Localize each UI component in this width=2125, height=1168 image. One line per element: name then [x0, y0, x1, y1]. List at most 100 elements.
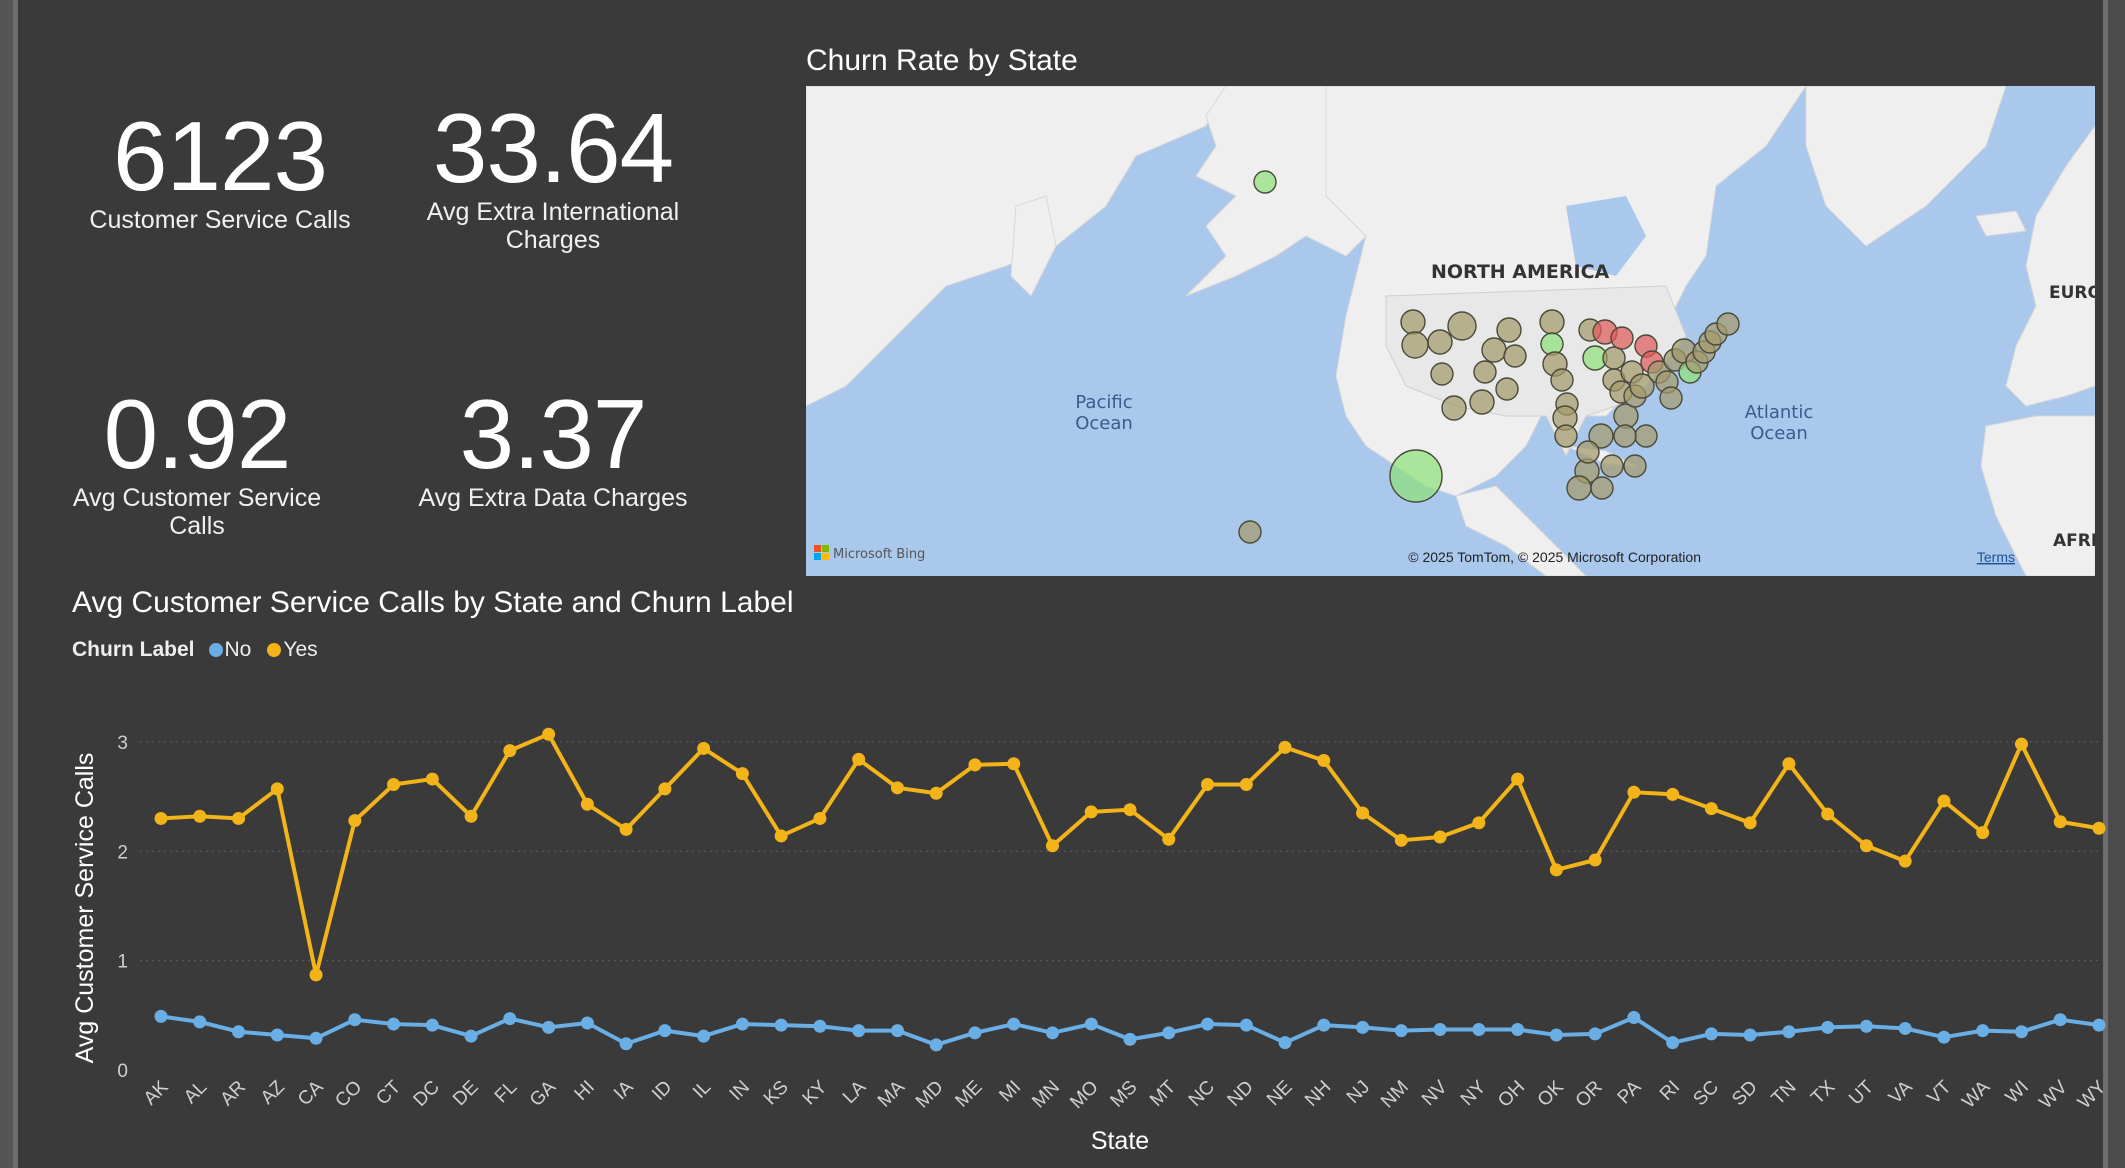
state-bubble[interactable] — [1602, 346, 1626, 370]
data-point-no[interactable] — [1859, 1019, 1873, 1033]
data-point-yes[interactable] — [813, 811, 827, 825]
data-point-yes[interactable] — [387, 778, 401, 792]
state-bubble[interactable] — [1623, 454, 1647, 478]
data-point-no[interactable] — [1743, 1028, 1757, 1042]
data-point-no[interactable] — [2014, 1025, 2028, 1039]
state-bubble[interactable] — [1576, 440, 1600, 464]
data-point-yes[interactable] — [929, 786, 943, 800]
data-point-no[interactable] — [580, 1016, 594, 1030]
churn-map[interactable]: NORTH AMERICA Pacific Ocean Atlantic Oce… — [806, 86, 2095, 576]
data-point-no[interactable] — [1317, 1018, 1331, 1032]
data-point-yes[interactable] — [1278, 740, 1292, 754]
data-point-no[interactable] — [1123, 1032, 1137, 1046]
state-bubble[interactable] — [1427, 329, 1453, 355]
data-point-no[interactable] — [1356, 1020, 1370, 1034]
legend-item-yes[interactable]: Yes — [267, 638, 318, 662]
data-point-yes[interactable] — [1394, 833, 1408, 847]
state-bubble[interactable] — [1629, 373, 1655, 399]
data-point-yes[interactable] — [1239, 778, 1253, 792]
state-bubble[interactable] — [1253, 170, 1277, 194]
data-point-no[interactable] — [1627, 1011, 1641, 1024]
state-bubble[interactable] — [1401, 331, 1429, 359]
data-point-yes[interactable] — [1666, 787, 1680, 801]
state-bubble[interactable] — [1600, 454, 1624, 478]
data-point-yes[interactable] — [1201, 778, 1215, 792]
state-bubble[interactable] — [1566, 475, 1592, 501]
state-bubble[interactable] — [1613, 424, 1637, 448]
data-point-no[interactable] — [2053, 1013, 2067, 1027]
data-point-no[interactable] — [387, 1017, 401, 1031]
data-point-yes[interactable] — [697, 741, 711, 755]
data-point-yes[interactable] — [852, 752, 866, 766]
data-point-yes[interactable] — [1356, 806, 1370, 820]
data-point-yes[interactable] — [1859, 839, 1873, 853]
data-point-no[interactable] — [309, 1031, 323, 1045]
data-point-no[interactable] — [890, 1024, 904, 1038]
state-bubble[interactable] — [1400, 309, 1426, 335]
kpi-card-customer-service-calls[interactable]: 6123 Customer Service Calls — [60, 106, 380, 234]
data-point-yes[interactable] — [1976, 826, 1990, 840]
data-point-no[interactable] — [929, 1038, 943, 1052]
data-point-yes[interactable] — [425, 772, 439, 786]
state-bubble[interactable] — [1590, 476, 1614, 500]
line-chart[interactable]: 0 1 2 3 Avg Customer Service Calls AK AL AR AZ CA… — [0, 690, 2125, 1168]
data-point-yes[interactable] — [2053, 815, 2067, 829]
data-point-no[interactable] — [1472, 1023, 1486, 1037]
data-point-no[interactable] — [619, 1037, 633, 1051]
kpi-card-avg-extra-international-charges[interactable]: 33.64 Avg Extra International Charges — [398, 98, 708, 254]
data-point-no[interactable] — [193, 1015, 207, 1029]
data-point-no[interactable] — [1666, 1036, 1680, 1050]
data-point-no[interactable] — [232, 1025, 246, 1039]
data-point-yes[interactable] — [774, 829, 788, 843]
legend-item-no[interactable]: No — [208, 638, 251, 662]
data-point-yes[interactable] — [2092, 821, 2106, 835]
data-point-no[interactable] — [1433, 1023, 1447, 1037]
state-bubble[interactable] — [1554, 424, 1578, 448]
data-point-yes[interactable] — [1123, 803, 1137, 817]
state-bubble[interactable] — [1503, 344, 1527, 368]
data-point-no[interactable] — [1084, 1017, 1098, 1031]
data-point-yes[interactable] — [1588, 853, 1602, 867]
data-point-yes[interactable] — [1937, 794, 1951, 808]
data-point-yes[interactable] — [1898, 854, 1912, 868]
state-bubble[interactable] — [1447, 311, 1477, 341]
data-point-yes[interactable] — [270, 782, 284, 796]
data-point-no[interactable] — [658, 1024, 672, 1038]
data-point-no[interactable] — [2092, 1018, 2106, 1032]
data-point-yes[interactable] — [1511, 772, 1525, 786]
data-point-yes[interactable] — [154, 811, 168, 825]
data-point-yes[interactable] — [464, 809, 478, 823]
kpi-card-avg-customer-service-calls[interactable]: 0.92 Avg Customer Service Calls — [52, 384, 342, 540]
data-point-yes[interactable] — [1821, 807, 1835, 821]
data-point-yes[interactable] — [503, 744, 517, 758]
data-point-no[interactable] — [697, 1029, 711, 1043]
data-point-yes[interactable] — [1704, 802, 1718, 816]
data-point-no[interactable] — [735, 1017, 749, 1031]
data-point-yes[interactable] — [1007, 757, 1021, 771]
state-bubble[interactable] — [1238, 520, 1262, 544]
data-point-yes[interactable] — [1549, 863, 1563, 877]
data-point-no[interactable] — [503, 1012, 517, 1026]
data-point-no[interactable] — [968, 1026, 982, 1040]
data-point-no[interactable] — [852, 1024, 866, 1038]
data-point-no[interactable] — [1278, 1036, 1292, 1050]
data-point-no[interactable] — [1976, 1024, 1990, 1038]
data-point-yes[interactable] — [1743, 816, 1757, 830]
state-bubble[interactable] — [1634, 424, 1658, 448]
data-point-yes[interactable] — [735, 767, 749, 781]
data-point-yes[interactable] — [1162, 832, 1176, 846]
state-bubble[interactable] — [1441, 395, 1467, 421]
data-point-no[interactable] — [813, 1019, 827, 1033]
state-bubble[interactable] — [1469, 389, 1495, 415]
kpi-card-avg-extra-data-charges[interactable]: 3.37 Avg Extra Data Charges — [398, 384, 708, 512]
data-point-no[interactable] — [464, 1029, 478, 1043]
data-point-no[interactable] — [1588, 1027, 1602, 1041]
data-point-yes[interactable] — [1472, 816, 1486, 830]
data-point-yes[interactable] — [232, 811, 246, 825]
data-point-no[interactable] — [1007, 1017, 1021, 1031]
data-point-yes[interactable] — [1433, 830, 1447, 844]
data-point-yes[interactable] — [1045, 839, 1059, 853]
data-point-yes[interactable] — [1317, 753, 1331, 767]
state-bubble[interactable] — [1495, 377, 1519, 401]
data-point-yes[interactable] — [193, 809, 207, 823]
